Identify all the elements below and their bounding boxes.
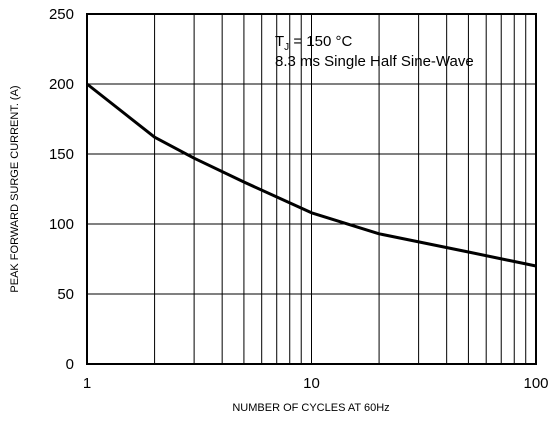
annotation-line-2: 8.3 ms Single Half Sine-Wave <box>275 53 474 70</box>
x-tick-label: 100 <box>523 375 548 392</box>
y-tick-labels: 0 50 100 150 200 250 <box>49 6 74 373</box>
annotation-tj-value: = 150 °C <box>289 33 352 50</box>
grid-lines <box>87 14 536 364</box>
y-tick-label: 150 <box>49 146 74 163</box>
y-tick-label: 50 <box>57 286 74 303</box>
series-line <box>86 82 537 268</box>
x-tick-label: 10 <box>303 375 320 392</box>
plot-frame <box>86 13 537 365</box>
y-tick-label: 250 <box>49 6 74 23</box>
series-layer <box>86 82 537 268</box>
y-tick-label: 0 <box>66 356 74 373</box>
x-axis-title: NUMBER OF CYCLES AT 60Hz <box>232 402 389 414</box>
x-tick-labels: 1 10 100 <box>83 375 549 392</box>
annotation-tj-symbol: T <box>275 33 284 50</box>
y-axis-title: PEAK FORWARD SURGE CURRENT. (A) <box>9 85 21 292</box>
x-tick-label: 1 <box>83 375 91 392</box>
y-tick-label: 100 <box>49 216 74 233</box>
annotation-tj-subscript: J <box>284 42 289 53</box>
y-tick-label: 200 <box>49 76 74 93</box>
annotation-line-1: TJ = 150 °C <box>275 33 352 53</box>
